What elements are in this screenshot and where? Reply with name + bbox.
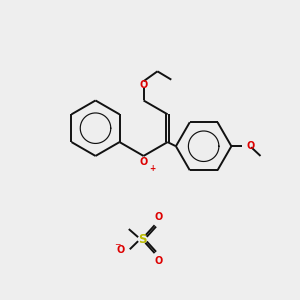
Text: O: O (154, 212, 162, 222)
Text: +: + (149, 164, 156, 173)
Text: O: O (140, 157, 148, 167)
Text: −: − (114, 240, 120, 249)
Text: O: O (154, 256, 162, 266)
Text: O: O (246, 141, 254, 151)
Text: O: O (117, 245, 125, 255)
Text: S: S (138, 233, 146, 246)
Text: O: O (140, 80, 148, 90)
